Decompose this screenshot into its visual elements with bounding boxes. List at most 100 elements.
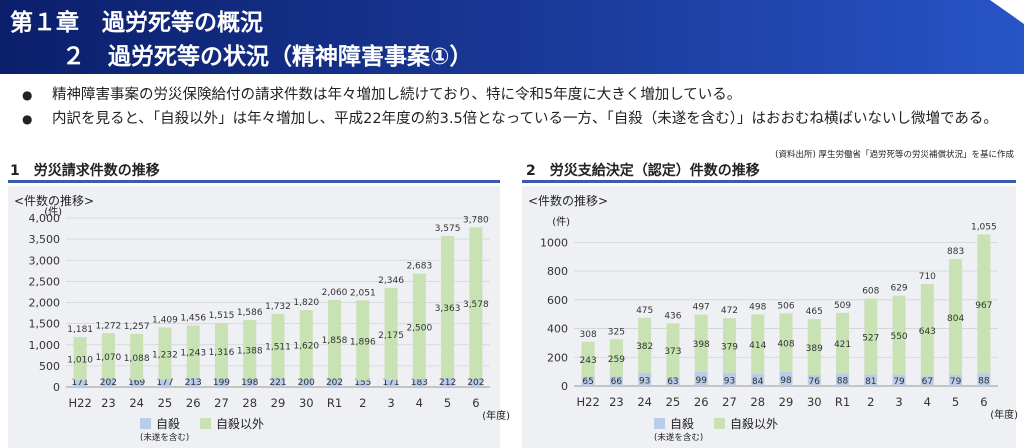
bar-other: [722, 318, 736, 373]
value-label-other: 527: [862, 334, 879, 344]
total-label: 308: [580, 330, 597, 340]
x-tick-label: 23: [609, 395, 624, 409]
x-tick-label: 2: [359, 396, 366, 410]
bar-other: [186, 325, 200, 379]
total-label: 710: [919, 272, 936, 282]
y-tick-label: 600: [547, 294, 568, 307]
y-tick-label: 4,000: [29, 212, 61, 225]
section-title: ２ 過労死等の状況（精神障害事案①）: [62, 44, 473, 70]
y-tick-label: 200: [547, 351, 568, 364]
x-tick-label: 26: [186, 396, 201, 410]
value-label-suicide: 79: [950, 377, 962, 387]
total-label: 629: [890, 284, 907, 294]
value-label-other: 2,175: [378, 331, 404, 341]
value-label-suicide: 171: [72, 378, 89, 388]
header-banner: 第１章 過労死等の概況 ２ 過労死等の状況（精神障害事案①）: [0, 0, 1024, 74]
bar-other: [638, 317, 652, 373]
total-label: 2,060: [322, 288, 348, 298]
y-tick-label: 3,500: [29, 233, 61, 246]
value-label-suicide: 213: [185, 378, 202, 388]
value-label-other: 1,010: [67, 355, 93, 365]
value-label-other: 967: [975, 301, 992, 311]
bar-suicide: [581, 376, 595, 386]
value-label-suicide: 65: [582, 377, 593, 387]
value-label-other: 550: [890, 332, 907, 342]
total-label: 465: [806, 307, 823, 317]
y-tick-label: 800: [547, 265, 568, 278]
bar-other: [412, 273, 426, 380]
x-tick-label: R1: [835, 395, 850, 409]
total-label: 509: [834, 301, 851, 311]
total-label: 1,820: [293, 298, 319, 308]
bullet-dot-icon: ●: [22, 88, 33, 102]
x-tick-label: 3: [387, 396, 394, 410]
value-label-other: 379: [721, 342, 738, 352]
bullet-text: 内訳を見ると、「自殺以外」は年々増加し、平成22年度の約3.5倍となっている一方…: [52, 111, 998, 127]
bar-suicide: [892, 374, 906, 386]
total-label: 1,257: [124, 322, 150, 332]
total-label: 3,780: [463, 215, 489, 225]
value-label-suicide: 76: [809, 377, 821, 387]
bar-suicide: [412, 379, 426, 387]
bar-other: [779, 313, 793, 372]
legend-label-other: 自殺以外: [216, 417, 264, 431]
chart2-section-line: [522, 180, 1016, 183]
value-label-other: 3,578: [463, 300, 489, 310]
value-label-suicide: 63: [667, 377, 678, 387]
chart-subtitle: <件数の推移>: [528, 193, 608, 208]
value-label-suicide: 198: [241, 378, 258, 388]
bar-suicide: [158, 379, 172, 387]
bar-other: [836, 312, 850, 374]
total-label: 475: [636, 306, 653, 316]
bar-suicide: [271, 377, 285, 387]
legend-swatch-suicide: [654, 418, 665, 429]
bar-suicide: [609, 376, 623, 386]
x-tick-label: 29: [779, 395, 794, 409]
x-tick-label: 25: [666, 395, 681, 409]
bar-suicide: [920, 376, 934, 386]
total-label: 1,409: [152, 315, 178, 325]
value-label-suicide: 169: [128, 378, 145, 388]
x-tick-label: 29: [271, 396, 286, 410]
legend-swatch-other: [200, 418, 211, 429]
x-axis-unit: (年度): [482, 409, 510, 422]
value-label-suicide: 93: [724, 376, 735, 386]
total-label: 1,272: [96, 321, 122, 331]
y-tick-label: 1000: [540, 236, 568, 249]
value-label-suicide: 202: [326, 378, 343, 388]
bullet-dot-icon: ●: [22, 112, 33, 126]
value-label-other: 408: [777, 340, 794, 350]
total-label: 506: [777, 301, 794, 311]
x-tick-label: 3: [895, 395, 902, 409]
total-label: 436: [664, 311, 681, 321]
bar-suicide: [299, 378, 313, 387]
value-label-other: 1,511: [265, 343, 291, 353]
y-tick-label: 2,000: [29, 297, 61, 310]
source-note: (資料出所) 厚生労働省「過労死等の労災補償状況」を基に作成: [775, 150, 1014, 160]
y-tick-label: 400: [547, 323, 568, 336]
legend-swatch-suicide: [140, 418, 151, 429]
x-tick-label: 25: [158, 396, 173, 410]
x-tick-label: 28: [750, 395, 765, 409]
bar-other: [299, 310, 313, 379]
value-label-suicide: 202: [467, 378, 484, 388]
bar-other: [751, 314, 765, 374]
bar-other: [949, 259, 963, 375]
bar-suicide: [356, 380, 370, 387]
chart-subtitle: <件数の推移>: [14, 193, 94, 208]
x-tick-label: 30: [299, 396, 314, 410]
total-label: 1,181: [67, 325, 93, 335]
bar-suicide: [638, 372, 652, 386]
value-label-other: 1,858: [322, 336, 348, 346]
bar-other: [441, 235, 455, 379]
value-label-suicide: 221: [269, 378, 286, 388]
value-label-other: 1,088: [124, 354, 150, 364]
bar-other: [469, 227, 483, 379]
chart1-section-line: [8, 180, 500, 183]
bar-other: [892, 295, 906, 375]
legend-label-other: 自殺以外: [730, 417, 778, 431]
x-tick-label: 27: [214, 396, 229, 410]
y-tick-label: 0: [561, 380, 568, 393]
value-label-suicide: 183: [411, 378, 428, 388]
